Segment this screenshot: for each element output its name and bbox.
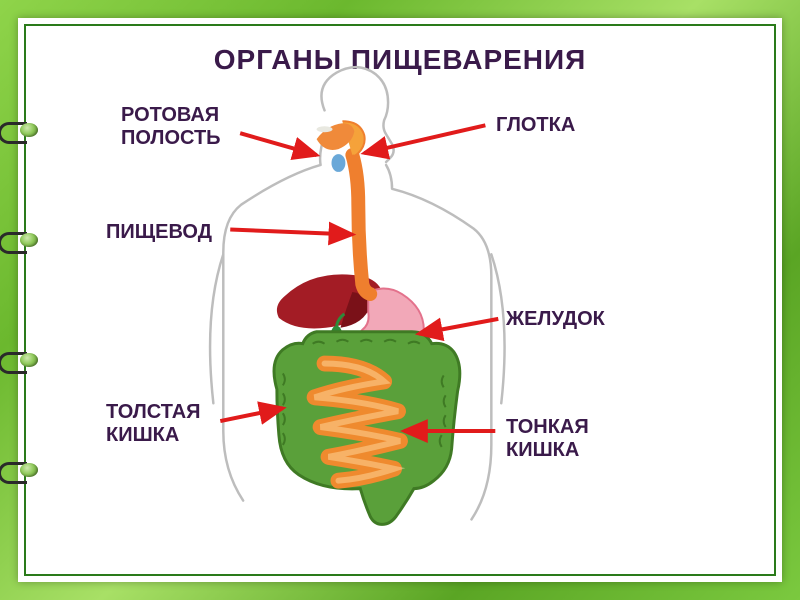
label-esophagus: ПИЩЕВОД	[106, 221, 212, 244]
binder-ring-icon	[6, 120, 36, 140]
label-large: ТОЛСТАЯ КИШКА	[106, 401, 201, 447]
label-small: ТОНКАЯ КИШКА	[506, 416, 589, 462]
label-oral: РОТОВАЯ ПОЛОСТЬ	[121, 104, 221, 150]
mid-frame: ОРГАНЫ ПИЩЕВАРЕНИЯ	[18, 18, 782, 582]
labels-layer: РОТОВАЯ ПОЛОСТЬ ГЛОТКА ПИЩЕВОД ЖЕЛУДОК Т…	[26, 26, 774, 574]
label-stomach: ЖЕЛУДОК	[506, 308, 605, 331]
binder-ring-icon	[6, 460, 36, 480]
binder-ring-icon	[6, 350, 36, 370]
inner-frame: ОРГАНЫ ПИЩЕВАРЕНИЯ	[24, 24, 776, 576]
outer-frame: ОРГАНЫ ПИЩЕВАРЕНИЯ	[0, 0, 800, 600]
label-pharynx: ГЛОТКА	[496, 114, 575, 137]
binder-ring-icon	[6, 230, 36, 250]
